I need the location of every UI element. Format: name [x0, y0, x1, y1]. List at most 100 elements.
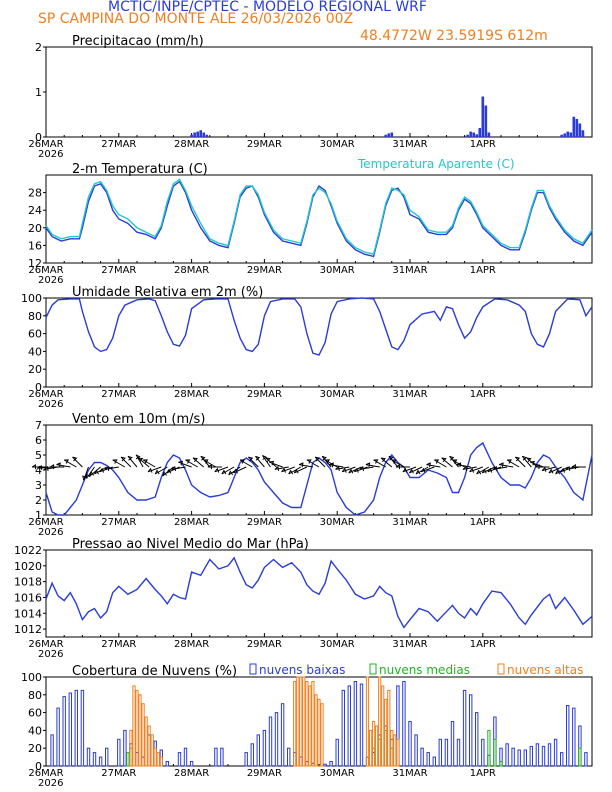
cloud-bar-nuvens-baixas	[183, 747, 188, 767]
wind-vector-head	[420, 467, 426, 473]
wind-vector-head	[359, 465, 364, 471]
wind-vector	[83, 466, 89, 481]
precip-xtick-label: 30MAR	[320, 139, 355, 150]
cloud-bar-nuvens-baixas	[123, 729, 127, 767]
wind-vector-head	[555, 469, 561, 475]
wind-vector-head	[426, 462, 431, 468]
wind-vector-head	[214, 467, 220, 473]
wind-vector-head	[548, 468, 554, 474]
cloud-bar-nuvens-baixas	[244, 752, 248, 767]
rh-ytick-label: 40	[28, 345, 42, 358]
cloud-bar-nuvens-baixas	[86, 747, 91, 767]
cloud-bar-nuvens-baixas	[553, 738, 558, 767]
wind-vector-head	[530, 460, 535, 466]
rh-xtick-label: 30MAR	[320, 389, 355, 400]
cloud-bar-nuvens-baixas	[535, 743, 540, 767]
cloud-bar-nuvens-altas	[384, 698, 388, 767]
rh-frame	[45, 297, 593, 388]
cloud-bar-nuvens-altas	[375, 725, 379, 767]
wind-ytick-label: 1	[35, 509, 42, 522]
wind-vector-head	[476, 469, 482, 475]
wind-vector-head	[120, 456, 126, 462]
rh-ytick-label: 60	[28, 328, 42, 341]
wind-vector	[456, 464, 471, 468]
precip-ytick-label: 1	[35, 86, 42, 99]
cloud-bar-nuvens-baixas	[432, 756, 437, 767]
cloud-bar-nuvens-baixas	[165, 761, 170, 767]
wind-vector-head	[248, 456, 254, 462]
wind-vector	[274, 466, 289, 470]
wind-vector-head	[415, 469, 421, 475]
wind-vector	[402, 466, 417, 473]
wind-vector-head	[274, 465, 280, 471]
precip-xtick-label: 1APR	[470, 139, 496, 150]
clouds-xtick-label: 28MAR	[174, 768, 209, 779]
temp-ytick-label: 16	[28, 239, 42, 252]
cloud-bar-nuvens-altas	[144, 716, 148, 767]
cloud-bar-nuvens-baixas	[323, 763, 327, 767]
wind-vector-head	[143, 459, 148, 464]
cloud-bar-nuvens-baixas	[523, 749, 527, 767]
precip-bar	[190, 134, 193, 137]
wind-vector	[288, 466, 302, 475]
precip-bar	[196, 131, 199, 137]
cloud-bar-nuvens-baixas	[353, 681, 358, 767]
clouds-ytick-label: 60	[28, 707, 42, 720]
wind-ytick-label: 7	[35, 419, 42, 432]
wind-vector-head	[499, 462, 504, 468]
precip-bar	[560, 134, 563, 137]
cloud-legend-box	[369, 663, 377, 675]
clouds-ytick-label: 80	[28, 689, 42, 702]
pressure-ytick-label: 1016	[14, 591, 42, 604]
precip-xtick-label: 31MAR	[392, 139, 427, 150]
pressure-xtick-label: 29MAR	[247, 639, 282, 650]
wind-ytick-label: 5	[35, 449, 42, 462]
precip-xtick-label: 27MAR	[101, 139, 136, 150]
wind-vector	[248, 456, 259, 468]
cloud-bar-nuvens-altas	[132, 685, 136, 767]
wind-vector	[72, 456, 83, 468]
wind-vector	[321, 455, 332, 468]
wind-vector	[530, 461, 544, 468]
rh-xtick-label: 26MAR	[28, 389, 63, 400]
wind-vector-head	[560, 467, 566, 473]
wind-vector	[388, 455, 399, 468]
wind-vector	[178, 461, 192, 468]
rh-xtick-label: 29MAR	[247, 389, 282, 400]
cloud-bar-nuvens-altas	[147, 725, 151, 767]
wind-vector	[281, 466, 295, 473]
cloud-bar-nuvens-altas	[302, 676, 306, 767]
wind-vector	[120, 456, 132, 468]
wind-vector-head	[262, 455, 268, 460]
wind-vector	[299, 464, 314, 468]
precip-bar	[199, 130, 202, 137]
temp-xtick-label: 28MAR	[174, 265, 209, 276]
wind-vector	[409, 466, 423, 474]
cloud-bar-nuvens-baixas	[177, 752, 182, 767]
wind-vector-head	[481, 468, 487, 474]
temp-ytick-label: 12	[28, 257, 42, 270]
wind-vector-head	[207, 464, 212, 470]
cloud-bar-nuvens-baixas	[475, 712, 479, 767]
wind-vector	[521, 455, 532, 468]
cloud-bar-nuvens-baixas	[481, 738, 485, 767]
wind-vector-head	[434, 459, 440, 464]
precip-ytick-label: 2	[35, 41, 42, 54]
wind-vector-head	[49, 464, 55, 470]
cloud-legend-label: nuvens medias	[379, 663, 470, 677]
cloud-bar-nuvens-baixas	[414, 734, 418, 767]
precip-bar	[581, 130, 585, 137]
wind-vector-head	[72, 456, 78, 462]
wind-vector-head	[293, 468, 299, 474]
wind-vector	[185, 459, 198, 468]
wind-vector-head	[306, 459, 312, 464]
temp-xtick-label: 27MAR	[101, 265, 136, 276]
wind-vector-head	[94, 469, 99, 475]
rh-year-label: 2026	[38, 399, 63, 410]
wind-vector-head	[37, 464, 43, 471]
wind-vector	[203, 459, 217, 468]
wind-vector	[314, 456, 326, 468]
pressure-xtick-label: 1APR	[470, 639, 496, 650]
wind-title: Vento em 10m (m/s)	[72, 412, 205, 427]
